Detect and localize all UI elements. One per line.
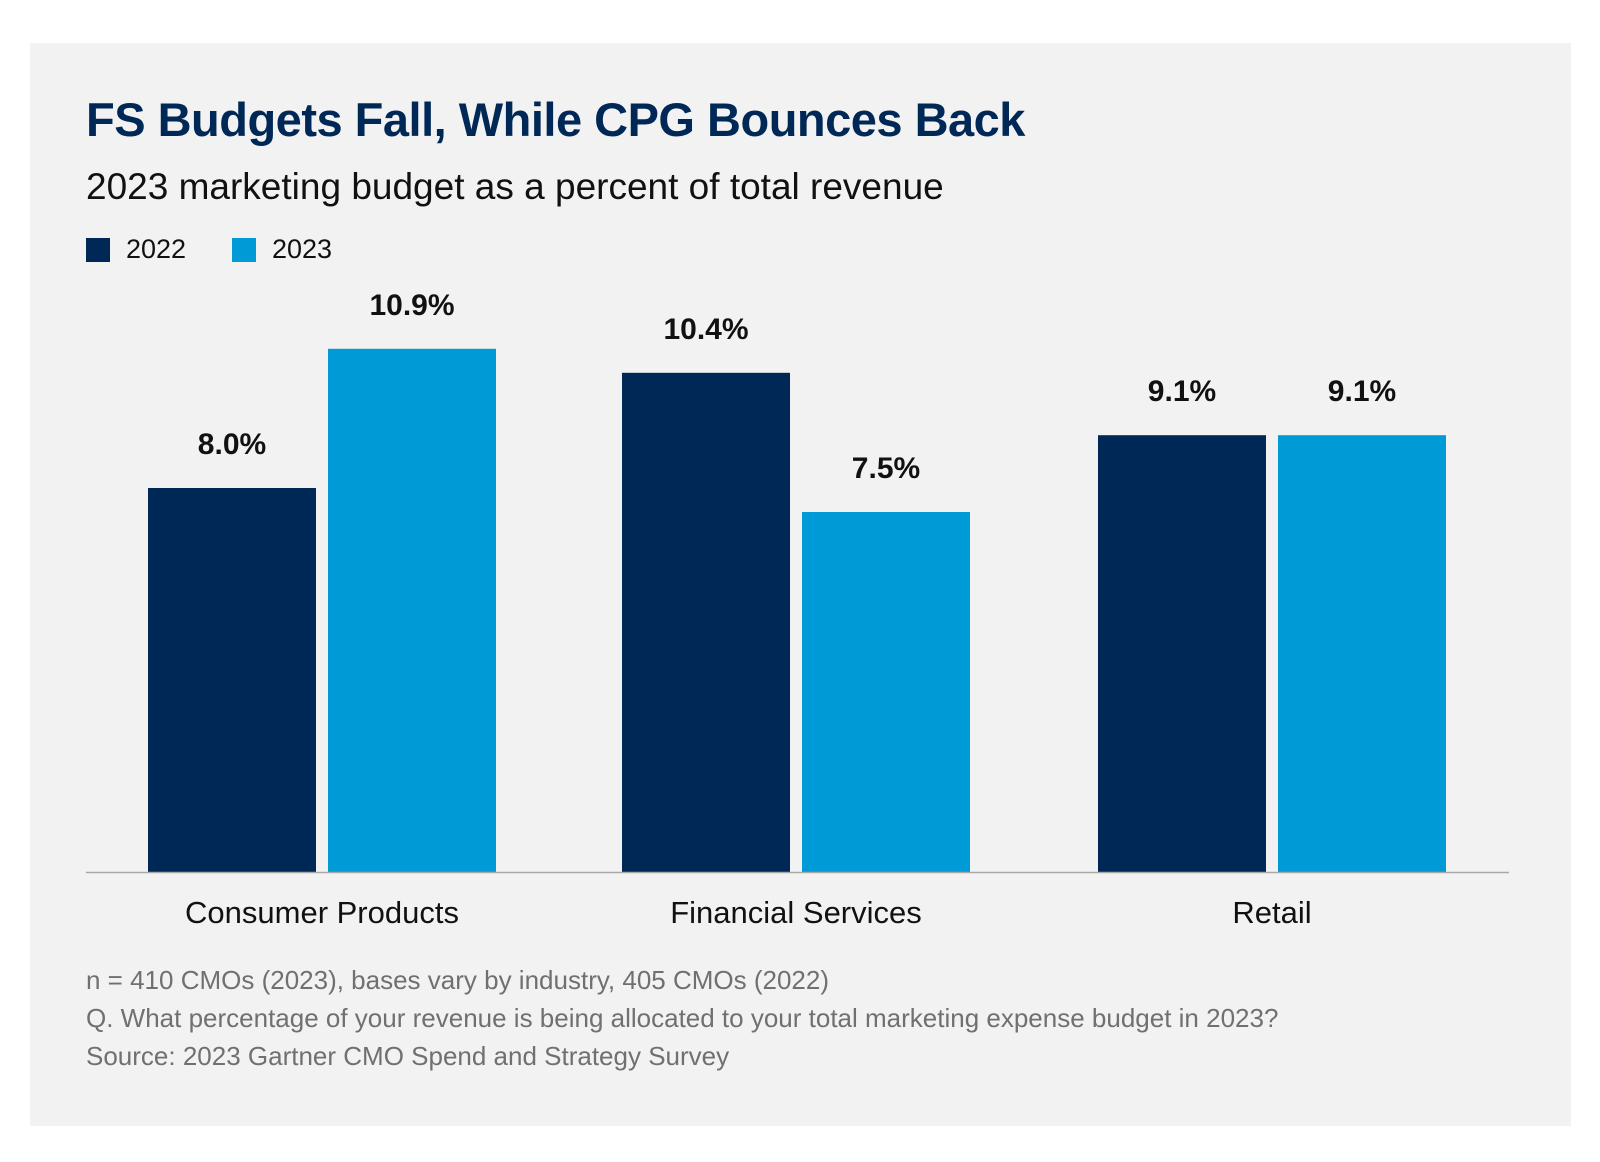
- data-label: 9.1%: [1328, 375, 1396, 408]
- category-label: Consumer Products: [185, 895, 459, 930]
- bar-2023-retail: [1278, 435, 1446, 872]
- legend-item-2023: 2023: [232, 234, 332, 265]
- legend-label-2022: 2022: [126, 234, 187, 264]
- legend-label-2023: 2023: [272, 234, 333, 264]
- data-label: 10.4%: [663, 313, 748, 346]
- footnote-sample: n = 410 CMOs (2023), bases vary by indus…: [86, 965, 830, 995]
- bar-2022-retail: [1098, 435, 1266, 872]
- legend-item-2022: 2022: [86, 234, 186, 265]
- data-label: 7.5%: [852, 452, 920, 485]
- category-label: Retail: [1232, 895, 1311, 930]
- footnote-source: Source: 2023 Gartner CMO Spend and Strat…: [86, 1041, 730, 1071]
- bar-2022-financial-services: [622, 372, 790, 872]
- bar-2022-consumer-products: [148, 488, 316, 872]
- chart-title: FS Budgets Fall, While CPG Bounces Back: [86, 93, 1025, 146]
- chart-subtitle: 2023 marketing budget as a percent of to…: [86, 166, 944, 207]
- bar-2023-consumer-products: [328, 348, 496, 872]
- data-label: 8.0%: [198, 428, 266, 461]
- legend-swatch-2023: [232, 237, 256, 262]
- bar-2023-financial-services: [802, 512, 970, 872]
- data-label: 10.9%: [369, 289, 454, 322]
- data-label: 9.1%: [1148, 375, 1216, 408]
- footnote-question: Q. What percentage of your revenue is be…: [86, 1003, 1279, 1033]
- legend-swatch-2022: [86, 237, 110, 262]
- category-label: Financial Services: [670, 895, 922, 930]
